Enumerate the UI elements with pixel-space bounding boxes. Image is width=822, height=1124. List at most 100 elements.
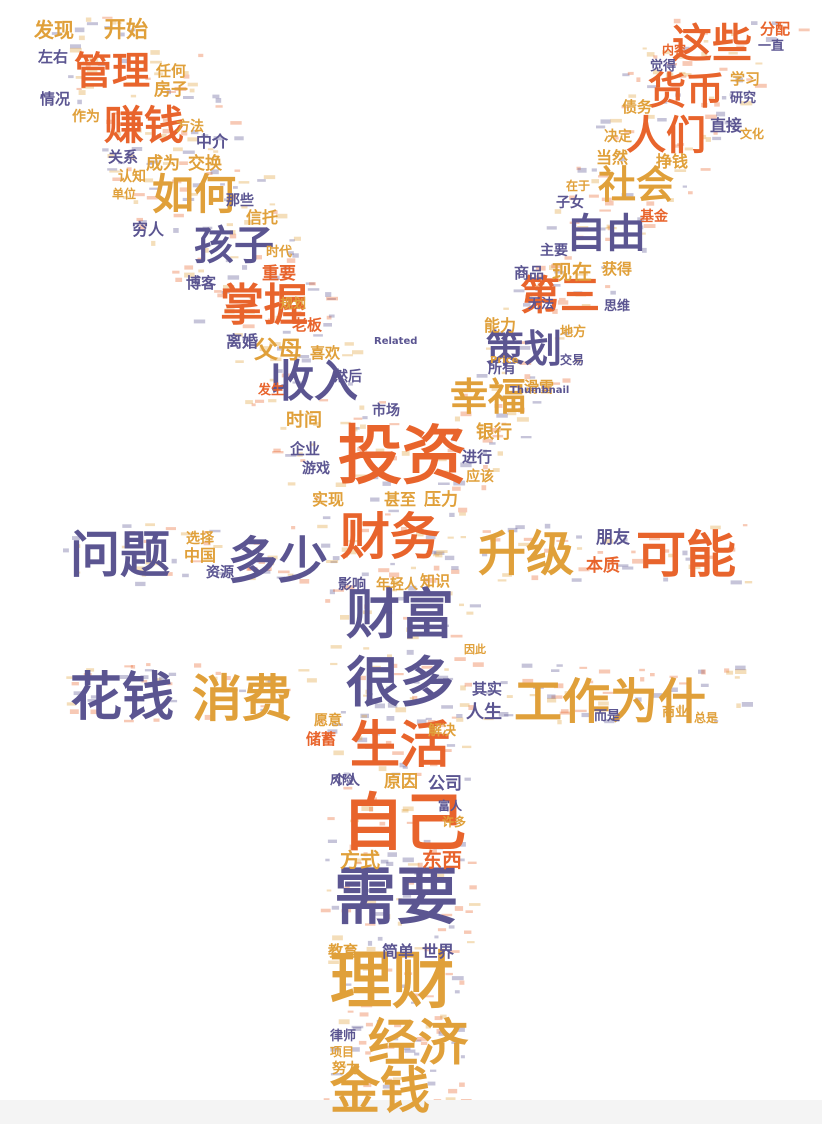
cloud-word: 许多: [442, 815, 467, 829]
cloud-word: 自由: [566, 211, 646, 257]
cloud-word: 穷人: [132, 220, 165, 239]
cloud-word: 父母: [254, 336, 302, 364]
cloud-word: 本质: [586, 556, 620, 576]
cloud-word: 文化: [740, 127, 765, 141]
bottom-strip: [0, 1100, 822, 1124]
cloud-word: 规划: [280, 297, 307, 312]
cloud-word: 中介: [196, 132, 229, 151]
cloud-word: 基金: [640, 209, 668, 225]
cloud-word: 朋友: [596, 528, 630, 548]
cloud-word: 老板: [292, 316, 323, 334]
cloud-word: 重要: [262, 264, 296, 284]
cloud-word: 影响: [338, 577, 366, 593]
cloud-word: 博客: [186, 274, 217, 292]
cloud-word: 富人: [438, 799, 463, 813]
cloud-word: 交易: [560, 353, 585, 367]
cloud-word: 研究: [730, 91, 757, 106]
cloud-word: 第三: [520, 273, 600, 319]
cloud-word: 总是: [694, 711, 719, 725]
cloud-word: 掌握: [220, 280, 308, 331]
cloud-word: 中国: [184, 546, 217, 565]
cloud-word: 左右: [38, 48, 69, 66]
cloud-word: 开始: [104, 18, 149, 43]
cloud-word: 原因: [384, 772, 418, 792]
cloud-word: 直接: [710, 116, 743, 135]
cloud-word: 愿意: [314, 713, 342, 729]
cloud-word: 管理: [74, 49, 151, 93]
cloud-word: 进行: [462, 448, 493, 466]
cloud-word: 喜欢: [310, 344, 341, 362]
cloud-word: 生活: [350, 716, 450, 774]
cloud-word: 很多: [346, 651, 454, 714]
cloud-word: 经济: [368, 1014, 468, 1072]
cloud-word: 储蓄: [306, 730, 337, 748]
cloud-word: 分配: [760, 20, 791, 38]
cloud-word: 然后: [334, 369, 362, 385]
cloud-word: 工作为什: [514, 674, 707, 730]
cloud-word: 获得: [602, 260, 633, 278]
cloud-word: 需要: [334, 860, 459, 933]
cloud-word: Thumbnail: [510, 385, 570, 396]
cloud-word: 无法: [528, 297, 555, 312]
cloud-word: 游戏: [302, 461, 330, 477]
cloud-word: 关系: [108, 148, 139, 166]
cloud-word: 社会: [598, 163, 675, 207]
cloud-word: 收入: [270, 356, 358, 407]
cloud-word: 个人: [332, 773, 360, 789]
cloud-word: 压力: [424, 490, 458, 510]
cloud-word: 东西: [422, 848, 462, 872]
cloud-word: 金钱: [330, 1062, 430, 1120]
cloud-word: 这些: [672, 21, 752, 67]
cloud-word: 作为: [72, 109, 100, 125]
cloud-word: 离婚: [226, 332, 259, 351]
cloud-word: 风险: [330, 773, 355, 787]
cloud-word: 银行: [476, 422, 512, 443]
cloud-word: 问题: [70, 526, 170, 584]
cloud-word: 一直: [758, 39, 785, 54]
cloud-word: 项目: [330, 1045, 355, 1059]
cloud-word: 知识: [420, 572, 451, 590]
cloud-word: 商品: [514, 264, 545, 282]
cloud-word: 消费: [192, 670, 292, 728]
cloud-word: 地方: [560, 325, 587, 340]
cloud-word: 滑雪: [524, 378, 555, 396]
cloud-word: 觉得: [650, 59, 677, 74]
cloud-word: 孩子: [194, 223, 274, 269]
cloud-word: 幸福: [450, 375, 527, 419]
cloud-word: 可能: [636, 526, 736, 584]
cloud-word: 人们: [626, 113, 706, 159]
cloud-word: 选择: [186, 531, 214, 547]
cloud-word: 因此: [464, 643, 486, 656]
cloud-word: 债务: [622, 98, 653, 116]
cloud-word: 而是: [594, 709, 621, 724]
cloud-word: 子女: [556, 195, 584, 211]
cloud-word: 方法: [176, 119, 204, 135]
cloud-word: 公司: [428, 774, 462, 794]
cloud-word: 发现: [34, 18, 74, 42]
cloud-word: 挣钱: [656, 152, 689, 171]
cloud-word: 内容: [662, 43, 687, 57]
cloud-word: 实现: [312, 490, 345, 509]
cloud-word: 时间: [286, 410, 322, 431]
cloud-word: 情况: [40, 90, 71, 108]
cloud-word: 资源: [206, 565, 234, 581]
cloud-word: 在于: [566, 179, 591, 193]
cloud-word: 花钱: [70, 668, 175, 728]
cloud-word: 主要: [540, 243, 568, 259]
cloud-word: 多少: [228, 532, 328, 590]
cloud-word: 商业: [662, 705, 689, 720]
cloud-word: 方式: [340, 848, 380, 872]
cloud-word: 简单: [382, 942, 415, 961]
cloud-word: 信托: [246, 208, 279, 227]
cloud-word: 投资: [338, 420, 466, 494]
cloud-word: 升级: [478, 526, 575, 582]
cloud-word: 应该: [466, 469, 494, 485]
cloud-word: 财务: [340, 508, 440, 566]
cloud-word: 任何: [156, 62, 187, 80]
cloud-word: 房子: [154, 80, 188, 100]
cloud-word: 单位: [112, 187, 137, 201]
cloud-word: 甚至: [384, 490, 417, 509]
cloud-word: 能力: [484, 316, 517, 335]
